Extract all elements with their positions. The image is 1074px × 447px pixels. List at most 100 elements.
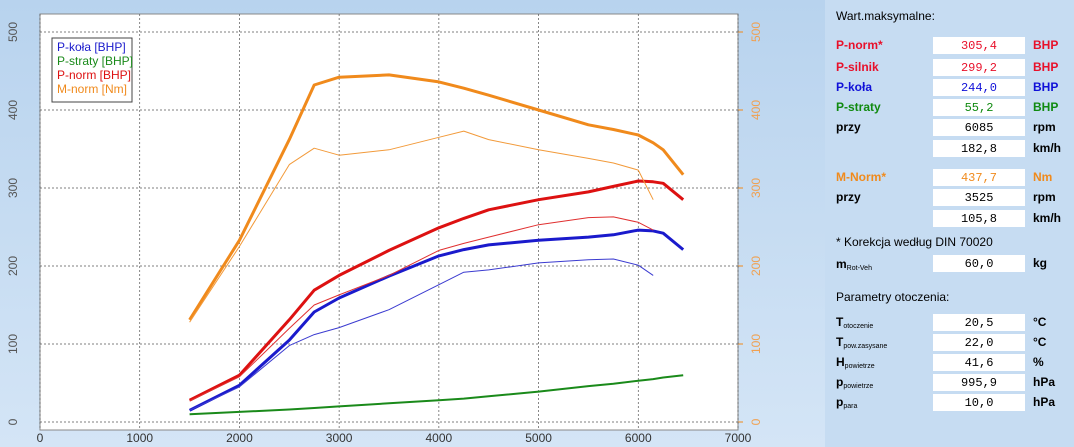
value-box [933,189,1025,206]
x-tick-label: 6000 [625,431,652,445]
value: 10,0 [965,396,994,410]
label-sub: para [843,403,857,410]
legend-box [51,37,133,103]
value-box [933,334,1025,351]
label-main: m [836,257,847,271]
unit: rpm [1033,190,1056,204]
y-tick-label: 300 [6,178,20,198]
unit: km/h [1033,141,1061,155]
value-box [933,99,1025,116]
x-tick-label: 7000 [725,431,752,445]
value-box [933,394,1025,411]
value: 995,9 [961,376,997,390]
row-label: przy [836,190,861,204]
value-box [933,79,1025,96]
y2-tick-label: 200 [749,256,763,276]
y-tick-label: 400 [6,100,20,120]
label-main: p [836,395,843,409]
value: 55,2 [965,101,994,115]
value: 20,5 [965,316,994,330]
unit: °C [1033,315,1047,329]
legend-entry: P-straty [BHP] [57,54,133,68]
value-box [933,119,1025,136]
row-label: M-Norm* [836,170,886,184]
label-sub: otoczenie [843,323,873,330]
value: 6085 [965,121,994,135]
label-main: T [836,315,844,329]
y2-tick-label: 0 [749,418,763,425]
series-line [189,374,684,416]
series-line [189,258,654,411]
value: 437,7 [961,171,997,185]
plot-area [39,13,739,431]
y2-tick-label: 100 [749,334,763,354]
label-sub: Rot-Veh [847,265,872,272]
value: 3525 [965,191,994,205]
unit: Nm [1033,170,1052,184]
y-tick-label: 200 [6,256,20,276]
unit: °C [1033,335,1047,349]
y2-tick-label: 400 [749,100,763,120]
x-tick-label: 0 [37,431,44,445]
value: 41,6 [965,356,994,370]
unit: BHP [1033,80,1058,94]
legend-entry: P-koła [BHP] [57,40,126,54]
row-label: Hpowietrze [836,355,875,370]
label-sub: powietrze [843,383,873,390]
row-label: P-straty [836,100,881,114]
row-label: P-silnik [836,60,879,74]
unit: BHP [1033,60,1058,74]
value-box [933,314,1025,331]
y2-tick-label: 500 [749,22,763,42]
series-line [188,179,685,402]
label-sub: pow.zasysane [843,343,887,350]
value: 105,8 [961,212,997,226]
value: 60,0 [965,257,994,271]
row-label: przy [836,120,861,134]
label-main: T [836,335,844,349]
value-box [933,140,1025,157]
series-line [189,130,654,323]
y-tick-label: 100 [6,334,20,354]
x-tick-label: 2000 [226,431,253,445]
value-box [933,169,1025,186]
row-label: P-koła [836,80,872,94]
unit: rpm [1033,120,1056,134]
value: 305,4 [961,39,997,53]
unit: hPa [1033,375,1055,389]
series-line [189,216,654,402]
row-label: ppara [836,395,857,410]
unit: kg [1033,256,1047,270]
panel-title: Parametry otoczenia: [836,290,949,304]
label-main: H [836,355,845,369]
row-label: mRot-Veh [836,257,872,272]
value: 299,2 [961,61,997,75]
x-tick-label: 5000 [525,431,552,445]
unit: % [1033,355,1044,369]
row-label: Tpow.zasysane [836,335,887,350]
value: 22,0 [965,336,994,350]
note: * Korekcja według DIN 70020 [836,235,993,249]
x-tick-label: 4000 [426,431,453,445]
row-label: Totoczenie [836,315,873,330]
label-sub: powietrze [845,363,875,370]
value-box [933,374,1025,391]
value-box [933,354,1025,371]
value: 182,8 [961,142,997,156]
x-tick-label: 3000 [326,431,353,445]
value-box [933,210,1025,227]
y-tick-label: 500 [6,22,20,42]
value-box [933,255,1025,272]
series-line [188,228,685,412]
row-label: P-norm* [836,38,883,52]
unit: km/h [1033,211,1061,225]
panel-title: Wart.maksymalne: [836,9,935,23]
legend-entry: M-norm [Nm] [57,82,127,96]
unit: BHP [1033,100,1058,114]
value-box [933,37,1025,54]
unit: BHP [1033,38,1058,52]
series-line [188,73,685,321]
value-box [933,59,1025,76]
